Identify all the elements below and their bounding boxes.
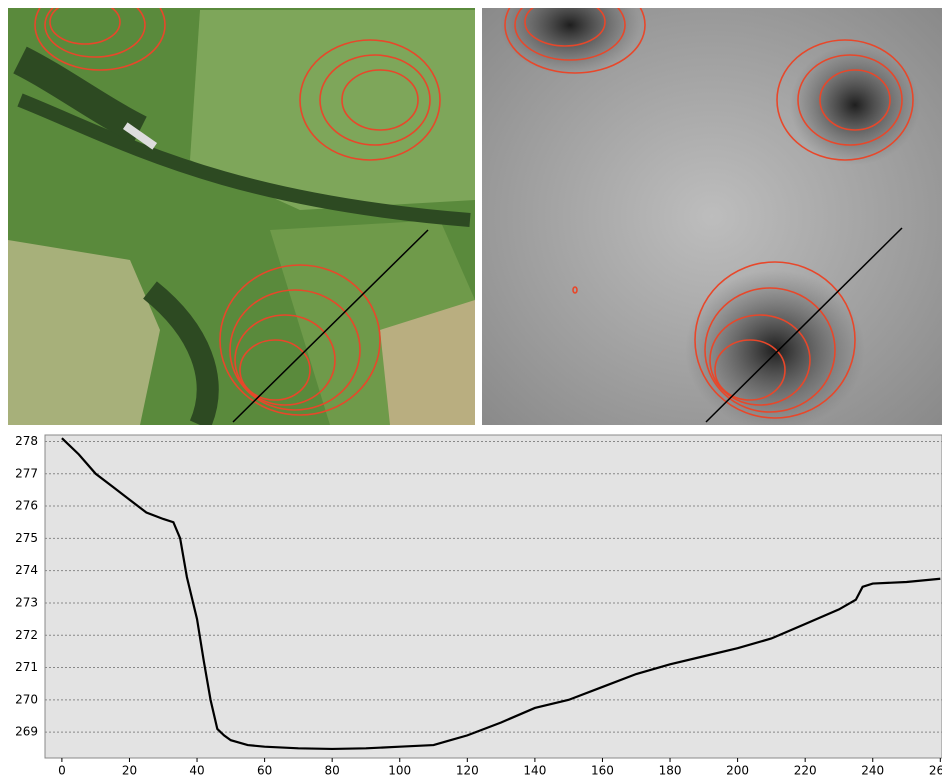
elevation-map	[482, 0, 942, 430]
x-tick-label: 20	[122, 764, 137, 778]
y-tick-label: 278	[15, 434, 38, 448]
x-tick-label: 260	[929, 764, 942, 778]
y-tick-label: 275	[15, 531, 38, 545]
y-tick-label: 271	[15, 660, 38, 674]
x-tick-label: 180	[659, 764, 682, 778]
x-tick-label: 40	[189, 764, 204, 778]
y-tick-label: 269	[15, 725, 38, 739]
profile-chart: 269 270 271 272 273 274 275 276 277 278 0 20 40 60 80 1…	[15, 434, 942, 778]
page: {"chart_data": {"type": "line", "x": [0,…	[0, 0, 942, 778]
x-tick-label: 60	[257, 764, 272, 778]
y-tick-label: 277	[15, 466, 38, 480]
x-tick-label: 240	[861, 764, 884, 778]
x-tick-label: 80	[325, 764, 340, 778]
figure: 269 270 271 272 273 274 275 276 277 278 0 20 40 60 80 1…	[0, 0, 942, 778]
plot-area	[45, 435, 942, 758]
y-tick-label: 270	[15, 692, 38, 706]
aerial-map	[8, 0, 475, 425]
x-tick-label: 120	[456, 764, 479, 778]
x-tick-label: 0	[58, 764, 66, 778]
y-tick-label: 276	[15, 499, 38, 513]
y-tick-label: 273	[15, 595, 38, 609]
x-tick-label: 140	[523, 764, 546, 778]
y-tick-label: 274	[15, 563, 38, 577]
x-tick-label: 220	[794, 764, 817, 778]
y-tick-label: 272	[15, 628, 38, 642]
x-tick-label: 160	[591, 764, 614, 778]
x-tick-label: 100	[388, 764, 411, 778]
x-tick-label: 200	[726, 764, 749, 778]
